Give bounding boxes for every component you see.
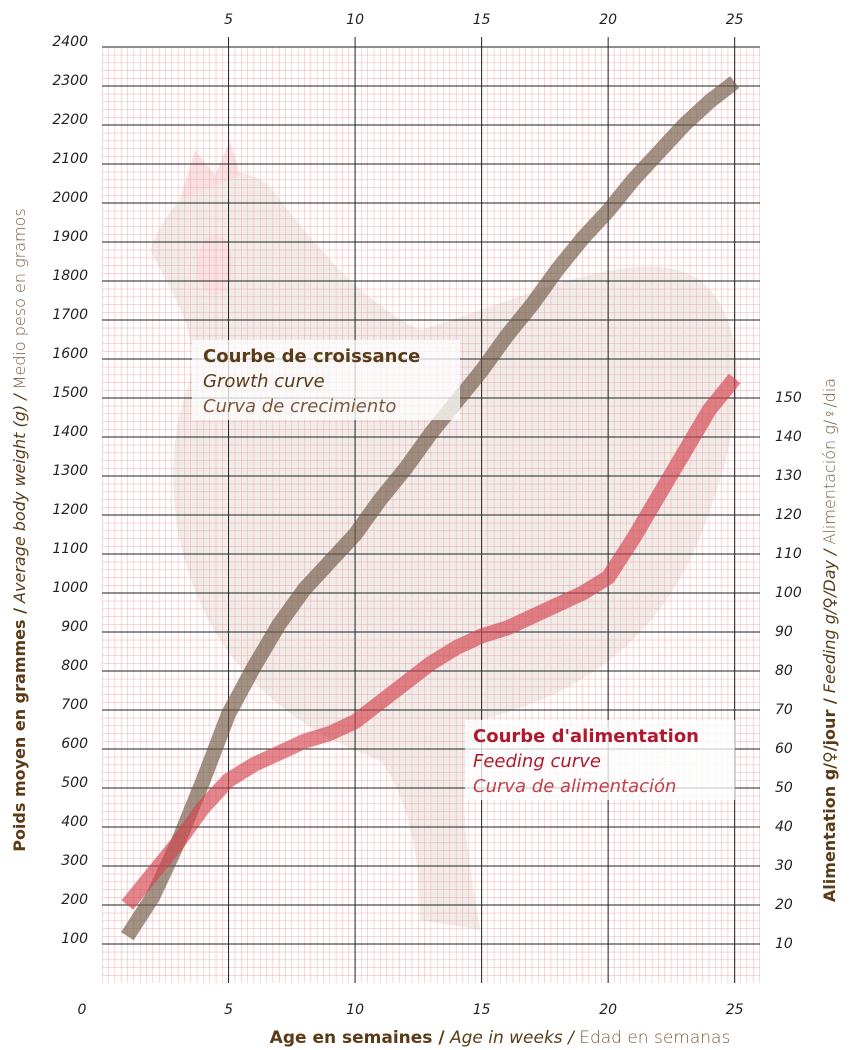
y-tick-label: 400: [61, 814, 88, 830]
y-tick-label: 1100: [52, 541, 88, 557]
y-label-es: Medio peso en gramos: [10, 208, 29, 389]
y-tick-label: 2100: [52, 151, 88, 167]
y2-tick-label: 70: [775, 702, 793, 718]
y2-tick-label: 110: [775, 546, 802, 562]
chart: 1002003004005006007008009001000110012001…: [0, 0, 851, 1050]
y-tick-label: 1500: [52, 385, 88, 401]
growth-title: Courbe de croissance: [203, 346, 420, 367]
y-label-fr: Poids moyen en grammes /: [10, 608, 29, 852]
y-tick-label: 1200: [52, 502, 88, 518]
y-tick-label: 100: [61, 931, 88, 947]
x-tick-label-top: 25: [726, 12, 744, 28]
y2-tick-label: 130: [775, 468, 802, 484]
y-tick-label: 1300: [52, 463, 88, 479]
x-label-fr: Age en semaines /: [270, 1028, 446, 1048]
feeding-title: Courbe d'alimentation: [473, 726, 699, 747]
y2-tick-label: 150: [775, 390, 802, 406]
x-axis-label: Age en semaines / Age in weeks / Edad en…: [270, 1028, 731, 1048]
y-tick-label: 500: [61, 775, 88, 791]
growth-es: Curva de crecimiento: [203, 396, 396, 417]
y2-tick-label: 10: [775, 936, 793, 952]
y-tick-label: 2400: [52, 34, 88, 50]
x-tick-label-top: 10: [346, 12, 364, 28]
x-label-en: Age in weeks /: [449, 1028, 576, 1048]
x-tick-label: 10: [346, 1002, 364, 1018]
feeding-en: Feeding curve: [473, 751, 601, 772]
y-tick-label: 2300: [52, 73, 88, 89]
y-tick-label: 1800: [52, 268, 88, 284]
y-tick-label: 2000: [52, 190, 88, 206]
y-tick-label: 1000: [52, 580, 88, 596]
y-tick-label: 900: [61, 619, 88, 635]
y-tick-label: 2200: [52, 112, 88, 128]
y2-tick-label: 20: [775, 897, 793, 913]
y-tick-label: 600: [61, 736, 88, 752]
y-tick-label: 1600: [52, 346, 88, 362]
y2-tick-label: 60: [775, 741, 793, 757]
y-tick-label: 1900: [52, 229, 88, 245]
y-label-en: Average body weight (g) /: [10, 393, 29, 604]
y2-tick-label: 90: [775, 624, 793, 640]
y2-tick-label: 100: [775, 585, 802, 601]
x-tick-label: 20: [599, 1002, 617, 1018]
x-tick-label: 5: [224, 1002, 233, 1018]
feeding-es: Curva de alimentación: [473, 776, 676, 797]
x-tick-label: 25: [726, 1002, 744, 1018]
y2-label-es: Alimentación g/♀/dia: [820, 378, 839, 545]
y-tick-label: 1700: [52, 307, 88, 323]
y-tick-label: 200: [61, 892, 88, 908]
y-tick-label: 700: [61, 697, 88, 713]
y2-label-en: Feeding g/♀/Day /: [820, 548, 839, 693]
y2-axis-label: Alimentation g/♀/jour / Feeding g/♀/Day …: [820, 378, 839, 902]
x-label-es: Edad en semanas: [579, 1028, 730, 1048]
x-tick-label-top: 20: [599, 12, 617, 28]
y2-tick-label: 40: [775, 819, 793, 835]
y2-label-fr: Alimentation g/♀/jour /: [820, 698, 839, 902]
y2-tick-label: 120: [775, 507, 802, 523]
y2-tick-label: 30: [775, 858, 793, 874]
y2-tick-label: 50: [775, 780, 793, 796]
x-tick-label: 0: [78, 1002, 87, 1018]
y-tick-label: 1400: [52, 424, 88, 440]
x-tick-label: 15: [473, 1002, 491, 1018]
y-tick-label: 800: [61, 658, 88, 674]
y2-tick-label: 140: [775, 429, 802, 445]
y-axis-label: Poids moyen en grammes / Average body we…: [10, 208, 29, 852]
growth-en: Growth curve: [203, 371, 325, 392]
y2-tick-label: 80: [775, 663, 793, 679]
x-tick-label-top: 15: [473, 12, 491, 28]
y-tick-label: 300: [61, 853, 88, 869]
x-tick-label-top: 5: [224, 12, 233, 28]
